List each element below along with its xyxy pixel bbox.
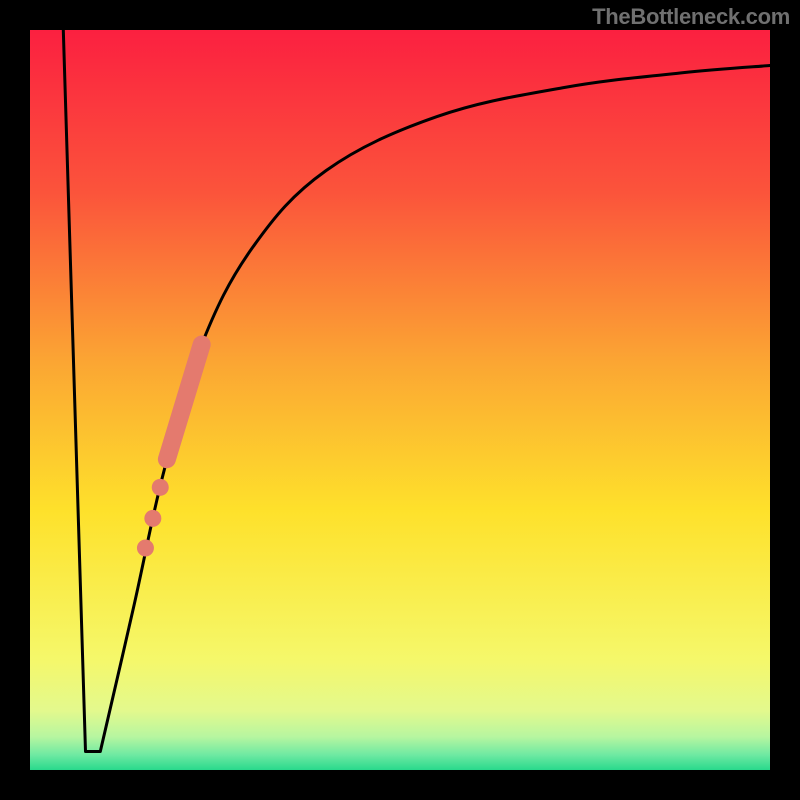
highlight-dot xyxy=(152,479,169,496)
attribution-text: TheBottleneck.com xyxy=(592,4,790,30)
bottleneck-chart xyxy=(0,0,800,800)
highlight-dot xyxy=(144,510,161,527)
chart-background xyxy=(30,30,770,770)
highlight-dot xyxy=(137,540,154,557)
chart-container: TheBottleneck.com xyxy=(0,0,800,800)
